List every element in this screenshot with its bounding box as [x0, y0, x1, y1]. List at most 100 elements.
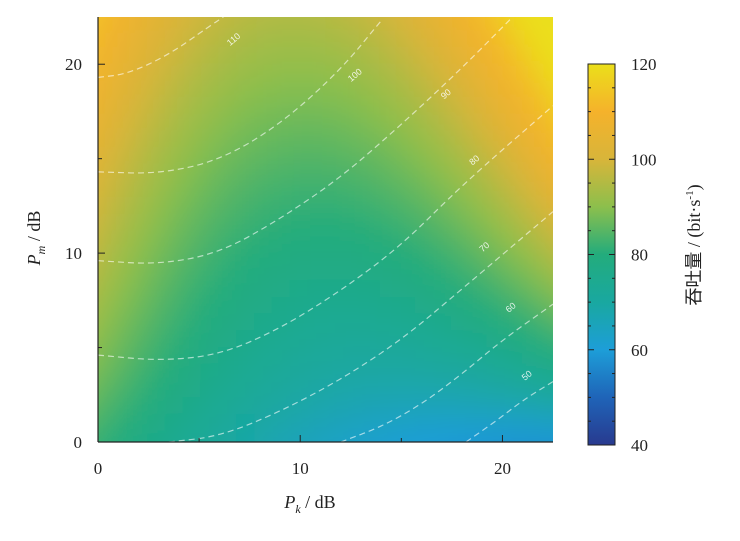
heatmap-cell	[414, 29, 434, 47]
heatmap-cell	[307, 312, 327, 331]
heatmap-cell	[361, 129, 380, 147]
heatmap-cell	[396, 45, 416, 64]
heatmap-cell	[111, 45, 130, 64]
heatmap-cell	[129, 196, 148, 214]
heatmap-cell	[307, 146, 327, 164]
heatmap-cell	[361, 96, 380, 114]
heatmap-cell	[58, 196, 77, 213]
heatmap-cell	[218, 0, 237, 13]
heatmap-cell	[450, 329, 470, 348]
x-ticks: 0 10 20	[94, 435, 511, 478]
heatmap-cell	[254, 212, 273, 231]
heatmap-cell	[361, 45, 380, 64]
heatmap-cell	[218, 96, 237, 114]
heatmap-cell	[379, 146, 398, 164]
heatmap-cell	[432, 62, 452, 81]
heatmap-cell	[75, 113, 94, 130]
heatmap-cell	[271, 45, 291, 64]
colorbar-tick-label: 60	[631, 341, 648, 360]
heatmap-cell	[289, 146, 309, 164]
heatmap-cell	[236, 362, 255, 381]
heatmap-cell	[254, 45, 273, 64]
heatmap-cell	[146, 296, 166, 314]
heatmap-cell	[254, 196, 273, 214]
heatmap-cell	[539, 296, 553, 314]
heatmap-cell	[200, 362, 220, 381]
heatmap-cell	[129, 312, 148, 331]
heatmap-cell	[218, 296, 237, 314]
heatmap-cell	[361, 413, 380, 431]
heatmap-cell	[468, 429, 488, 442]
heatmap-cell	[432, 162, 452, 181]
heatmap-cell	[271, 362, 291, 381]
heatmap-cell	[539, 45, 553, 64]
heatmap-cell	[129, 262, 148, 281]
heatmap-cell	[379, 379, 398, 398]
heatmap-cell	[289, 429, 309, 442]
heatmap-cell	[236, 413, 255, 431]
heatmap-cell	[271, 246, 291, 264]
y-tick-label: 0	[74, 433, 83, 452]
heatmap-cell	[414, 379, 434, 398]
heatmap-cell	[415, 0, 434, 13]
heatmap-cell	[200, 379, 220, 398]
heatmap-cell	[271, 312, 291, 331]
heatmap-cell	[504, 312, 523, 331]
heatmap-cell	[379, 179, 398, 197]
heatmap-cell	[289, 212, 309, 231]
heatmap-cell	[182, 179, 202, 197]
heatmap-cell	[343, 379, 363, 398]
heatmap-cell	[271, 162, 291, 181]
contour-label: 80	[467, 153, 481, 167]
heatmap-cell	[183, 463, 202, 480]
heatmap-cell	[236, 296, 255, 314]
heatmap-cell	[396, 96, 416, 114]
heatmap-cell	[361, 0, 380, 13]
heatmap-cell	[146, 112, 166, 131]
heatmap-cell	[164, 413, 184, 431]
heatmap-cell	[504, 246, 523, 264]
heatmap-cell	[182, 212, 202, 231]
heatmap-cell	[451, 446, 470, 463]
heatmap-cell	[111, 112, 130, 131]
heatmap-cell	[379, 62, 398, 81]
heatmap-cell	[325, 212, 345, 231]
heatmap-cell	[343, 62, 363, 81]
heatmap-cell	[236, 279, 255, 298]
heatmap-cell	[236, 346, 255, 364]
heatmap-cell	[486, 279, 505, 298]
heatmap-cell	[396, 262, 416, 281]
heatmap-cell	[486, 312, 505, 331]
heatmap-cell	[129, 429, 148, 442]
heatmap-cell	[539, 196, 553, 214]
heatmap-cell	[75, 146, 94, 163]
heatmap-cell	[486, 362, 505, 381]
heatmap-cell	[58, 413, 77, 430]
heatmap-cell	[396, 179, 416, 197]
heatmap-cell	[58, 396, 77, 413]
heatmap-cell	[164, 146, 184, 164]
heatmap-cell	[98, 112, 112, 131]
heatmap-cell	[200, 129, 220, 147]
heatmap-cell	[289, 96, 309, 114]
heatmap-cell	[361, 346, 380, 364]
heatmap-cell	[254, 96, 273, 114]
heatmap-cell	[576, 446, 595, 463]
heatmap-cell	[558, 446, 577, 463]
heatmap-cell	[486, 212, 505, 231]
heatmap-cell	[129, 45, 148, 64]
heatmap-cell	[307, 129, 327, 147]
heatmap-cell	[146, 429, 166, 442]
heatmap-cell	[450, 312, 470, 331]
heatmap-cell	[468, 279, 488, 298]
heatmap-cell	[343, 329, 363, 348]
heatmap-cell	[432, 396, 452, 414]
heatmap-cell	[111, 279, 130, 298]
heatmap-cell	[75, 29, 94, 46]
heatmap-cell	[271, 146, 291, 164]
heatmap-cell	[558, 313, 577, 330]
heatmap-cell	[58, 296, 77, 313]
heatmap-cell	[521, 17, 541, 31]
heatmap-cell	[129, 162, 148, 181]
heatmap-cell	[539, 362, 553, 381]
